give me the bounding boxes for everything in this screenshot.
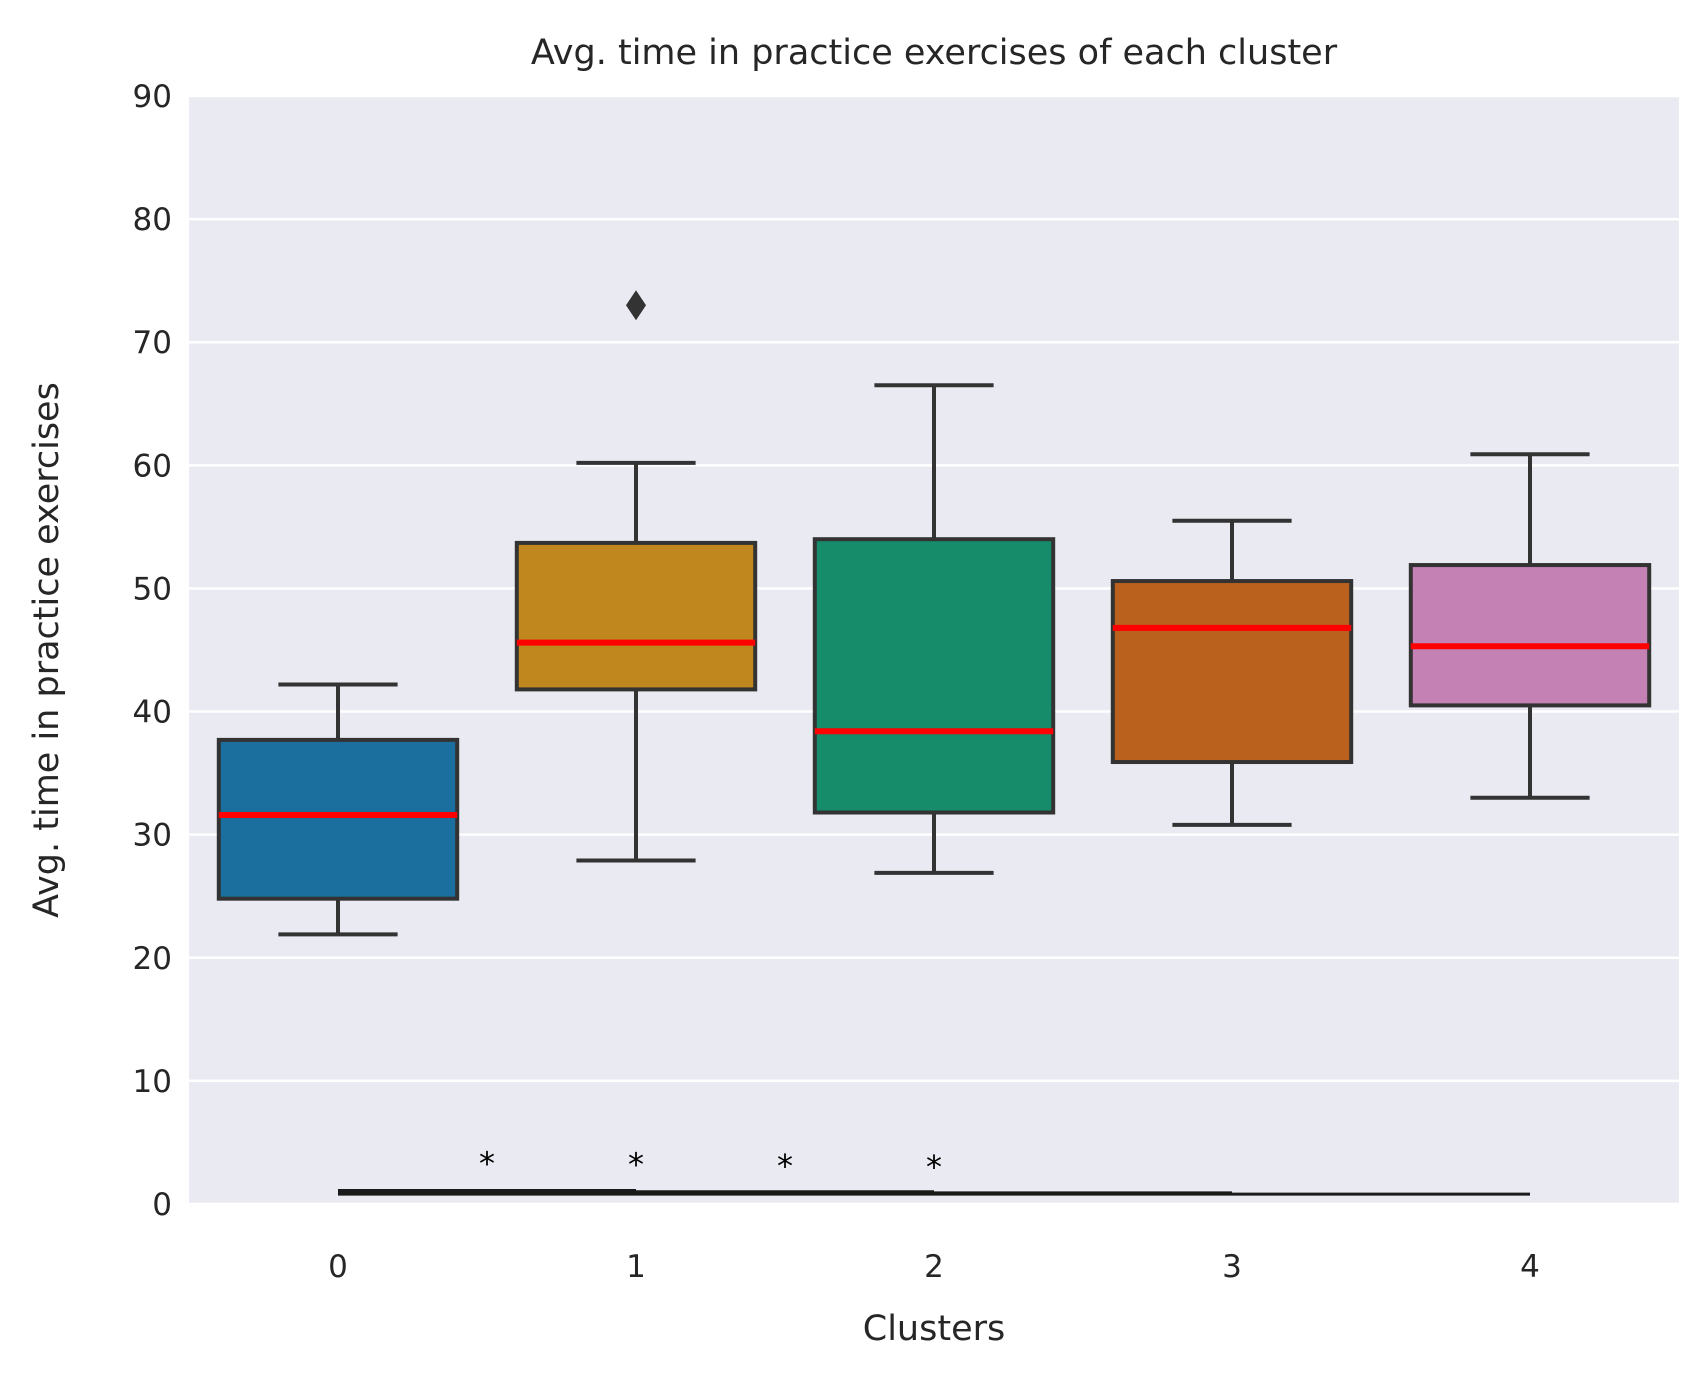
y-tick-label: 50: [133, 571, 172, 607]
box-3: [1110, 518, 1354, 827]
boxes: [216, 290, 1652, 937]
x-tick-label: 3: [1222, 1249, 1242, 1285]
y-tick-label: 30: [133, 818, 172, 854]
box-body: [216, 737, 460, 901]
y-tick-label: 20: [133, 941, 172, 977]
y-axis-label: Avg. time in practice exercises: [27, 382, 67, 918]
box-body: [1408, 563, 1652, 708]
significance-label: *: [926, 1148, 942, 1186]
outlier-point: [626, 290, 646, 321]
significance-label: *: [479, 1144, 495, 1182]
y-tick-label: 60: [133, 448, 172, 484]
chart-title: Avg. time in practice exercises of each …: [531, 33, 1338, 73]
box-4: [1408, 452, 1652, 800]
box-2: [812, 383, 1056, 875]
y-tick-label: 0: [152, 1187, 172, 1223]
y-tick-label: 70: [133, 325, 172, 361]
significance-label: *: [628, 1146, 644, 1184]
x-tick-label: 4: [1520, 1249, 1540, 1285]
y-tick-label: 80: [133, 202, 172, 238]
y-tick-label: 90: [133, 79, 172, 115]
box-1: [514, 290, 758, 863]
y-tick-label: 10: [133, 1064, 172, 1100]
x-tick-label: 0: [328, 1249, 348, 1285]
y-ticks: 0 10 20 30 40 50 60 70 80 90: [133, 79, 172, 1223]
significance-label: *: [777, 1147, 793, 1185]
box-0: [216, 682, 460, 937]
significance-annotations: * * * *: [338, 1144, 1530, 1196]
box-body: [812, 537, 1056, 815]
box-body: [1110, 579, 1354, 765]
x-ticks: 0 1 2 3 4: [328, 1249, 1540, 1285]
x-tick-label: 1: [626, 1249, 646, 1285]
y-tick-label: 40: [133, 695, 172, 731]
x-axis-label: Clusters: [863, 1309, 1005, 1349]
x-tick-label: 2: [924, 1249, 944, 1285]
box-body: [514, 540, 758, 692]
